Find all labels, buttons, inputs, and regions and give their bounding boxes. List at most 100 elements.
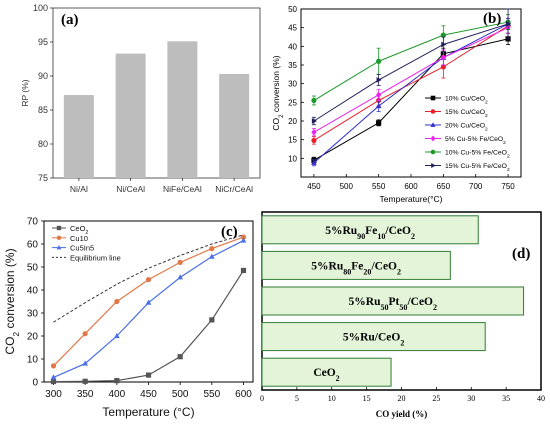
panel-c-legend-marker — [56, 235, 62, 240]
panel-a-label: (a) — [61, 12, 79, 28]
panel-c-data-point — [177, 354, 183, 360]
panel-d-xtick-label: 40 — [537, 394, 545, 403]
panel-b-data-point — [505, 21, 512, 27]
panel-b-data-point — [311, 128, 317, 136]
panel-b-series-line — [313, 23, 509, 164]
panel-c-data-point — [114, 298, 120, 305]
panel-a-ytick-label: 85 — [38, 105, 48, 115]
panel-a-xtick-label: NiCr/CeAl — [215, 184, 253, 194]
panel-c-ytick-label: 30 — [27, 309, 39, 320]
panel-b-xtick-label: 500 — [340, 182, 354, 191]
panel-d-bar-label: 5%Ru/CeO2 — [343, 332, 405, 348]
panel-d-label: (d) — [512, 246, 530, 262]
panel-a-ytick-label: 90 — [38, 71, 48, 81]
panel-a-bar — [115, 53, 146, 179]
panel-d-bar — [261, 215, 479, 245]
panel-b-data-point — [441, 41, 447, 48]
panel-d-xtick-label: 30 — [467, 394, 475, 403]
panel-b-data-point — [376, 120, 382, 126]
panel-b-xtick-label: 600 — [404, 182, 418, 191]
panel-a-xtick-label: NiFe/CeAl — [163, 184, 202, 194]
panel-b-label: (b) — [483, 11, 501, 27]
panel-d-bar-label: 5%Ru80Fe20/CeO2 — [311, 260, 401, 276]
panel-c-ylabel: CO2 conversion (%) — [3, 248, 21, 354]
panel-b-series-line — [313, 21, 509, 101]
panel-c-data-point — [145, 299, 152, 305]
panel-d-bar — [261, 322, 486, 352]
panel-d-xtick-label: 15 — [363, 394, 371, 403]
panel-c-xtick-label: 300 — [45, 389, 62, 400]
panel-a-ytick-label: 95 — [38, 37, 48, 47]
panel-b-data-point — [440, 54, 446, 61]
panel-b-data-point — [311, 118, 318, 124]
panel-d-bar — [261, 250, 451, 280]
panel-d-bar — [261, 286, 525, 316]
panel-a-xtick-label: Ni/CeAl — [116, 184, 145, 194]
panel-b-series-line — [313, 25, 509, 141]
panel-b-data-point — [311, 137, 317, 144]
panel-c-data-point — [114, 378, 120, 384]
panel-b-xtick-label: 650 — [437, 182, 451, 191]
panel-c-ytick-label: 60 — [27, 240, 39, 251]
panel-a-ytick-label: 100 — [33, 3, 48, 13]
panel-b-data-point — [311, 97, 317, 104]
panel-c-data-point — [145, 277, 152, 283]
panel-a-frame — [52, 7, 261, 179]
panel-c-legend-marker — [56, 225, 62, 231]
panel-c-data-point — [145, 372, 152, 378]
panel-d-horizontal-bar-chart: 0 5 10 15 20 25 30 35 40 CO yield (%) 5%Ru90Fe10/C… — [260, 211, 545, 419]
panel-b-legend-label: 10% Cu-5% Fe/CeO2 — [445, 150, 510, 160]
panel-d-xtick-label: 10 — [328, 394, 336, 403]
panel-b-legend-marker — [431, 162, 436, 169]
panel-c-data-point — [50, 378, 57, 385]
panel-b-ytick-label: 15 — [288, 136, 297, 145]
panel-b-xtick-label: 750 — [501, 182, 515, 191]
panel-b-xlabel: Temperature(°C) — [380, 194, 443, 204]
panel-c-data-point — [240, 267, 247, 274]
panel-c-ytick-label: 10 — [27, 355, 39, 366]
panel-a-ytick-label: 75 — [38, 173, 48, 183]
panel-c-data-point — [82, 378, 88, 384]
panel-b-legend-marker — [430, 95, 436, 101]
panel-b-series-line — [313, 27, 509, 133]
panel-b-ytick-label: 30 — [288, 80, 297, 89]
panel-b-legend-marker — [430, 109, 436, 114]
panel-d-bar — [261, 357, 392, 387]
panel-c-data-point — [177, 274, 184, 280]
panel-c-data-point — [209, 246, 215, 252]
panel-c-data-point — [82, 360, 89, 366]
panel-d-bar-label: CeO2 — [313, 367, 339, 383]
panel-b-ytick-label: 20 — [288, 117, 297, 126]
panel-c-data-point — [177, 259, 183, 265]
panel-c-data-point — [240, 234, 247, 240]
panel-b-data-point — [376, 77, 382, 83]
panel-d-xtick-label: 5 — [295, 394, 299, 403]
panel-b-data-point — [376, 91, 382, 99]
panel-b-legend-label: 20% Cu/CeO2 — [445, 123, 488, 133]
panel-b-xtick-label: 700 — [469, 182, 483, 191]
panel-c-line-chart: 0 10 20 30 40 50 60 70 300 350 400 450 500 550 600 Temp… — [3, 217, 254, 419]
panel-d-bar-label: 5%Ru50Pt50/CeO2 — [349, 296, 438, 312]
panel-b-ytick-label: 40 — [288, 42, 297, 51]
panel-c-xtick-label: 550 — [203, 389, 220, 400]
panel-b-data-point — [440, 32, 446, 38]
panel-b-legend-label: 15% Cu/CeO2 — [445, 109, 488, 119]
panel-d-xtick-label: 25 — [432, 394, 440, 403]
panel-c-equilibrium-line — [53, 234, 244, 323]
panel-b-ytick-label: 35 — [288, 61, 297, 70]
panel-c-legend-label: CeO2 — [70, 224, 88, 236]
panel-a-bar-chart: 75 80 85 90 95 100 RP (%) Ni/Al Ni/CeAl NiFe/CeAl… — [20, 3, 261, 194]
panel-b-ylabel: CO2 conversion (%) — [271, 55, 285, 130]
panel-b-ytick-label: 50 — [288, 5, 297, 14]
panel-a-xtick-label: Ni/Al — [70, 184, 88, 194]
panel-b-legend-label: 15% Cu-5% Fe/CeO2 — [445, 163, 510, 173]
panel-b-legend-label: 5% Cu-5% Fe/CeO2 — [445, 136, 506, 146]
panel-b-data-point — [311, 159, 317, 165]
panel-b-data-point — [376, 58, 382, 64]
panel-c-data-point — [209, 317, 215, 323]
panel-b-legend-marker — [430, 135, 436, 142]
panel-c-ytick-label: 20 — [27, 332, 39, 343]
panel-c-xtick-label: 600 — [235, 389, 252, 400]
panel-b-legend-marker — [430, 149, 436, 155]
